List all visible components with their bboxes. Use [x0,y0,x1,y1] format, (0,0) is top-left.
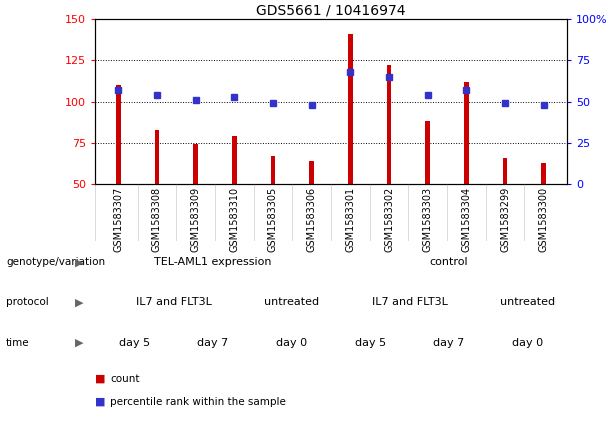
Bar [271,156,275,184]
Bar [387,65,391,184]
Text: TEL-AML1 expression: TEL-AML1 expression [154,257,272,267]
Bar [464,82,469,184]
Bar [503,158,508,184]
Text: GSM1583304: GSM1583304 [462,187,471,252]
Text: count: count [110,374,140,384]
Text: ▶: ▶ [75,297,84,308]
Bar [154,129,159,184]
Bar [541,162,546,184]
Text: ▶: ▶ [75,257,84,267]
Text: ■: ■ [95,397,105,407]
Text: GSM1583302: GSM1583302 [384,187,394,252]
Text: day 0: day 0 [512,338,543,348]
Text: day 7: day 7 [197,338,229,348]
Text: ■: ■ [95,374,105,384]
Text: percentile rank within the sample: percentile rank within the sample [110,397,286,407]
Text: GSM1583310: GSM1583310 [229,187,239,252]
Text: IL7 and FLT3L: IL7 and FLT3L [135,297,211,308]
Text: untreated: untreated [264,297,319,308]
Text: GSM1583309: GSM1583309 [191,187,200,252]
Text: GSM1583308: GSM1583308 [152,187,162,252]
Bar [193,144,198,184]
Text: day 0: day 0 [276,338,307,348]
Text: GSM1583303: GSM1583303 [423,187,433,252]
Text: IL7 and FLT3L: IL7 and FLT3L [371,297,447,308]
Text: day 5: day 5 [119,338,150,348]
Text: day 5: day 5 [355,338,386,348]
Text: untreated: untreated [500,297,555,308]
Text: ▶: ▶ [75,338,84,348]
Text: GSM1583299: GSM1583299 [500,187,510,252]
Bar [116,85,121,184]
Text: GSM1583305: GSM1583305 [268,187,278,252]
Bar [348,34,352,184]
Title: GDS5661 / 10416974: GDS5661 / 10416974 [256,4,406,18]
Text: time: time [6,338,30,348]
Text: GSM1583306: GSM1583306 [306,187,317,252]
Text: GSM1583300: GSM1583300 [539,187,549,252]
Text: protocol: protocol [6,297,49,308]
Text: GSM1583307: GSM1583307 [113,187,123,252]
Bar [425,121,430,184]
Text: GSM1583301: GSM1583301 [345,187,356,252]
Text: genotype/variation: genotype/variation [6,257,105,267]
Bar [232,136,237,184]
Bar [310,161,314,184]
Text: control: control [430,257,468,267]
Text: day 7: day 7 [433,338,465,348]
